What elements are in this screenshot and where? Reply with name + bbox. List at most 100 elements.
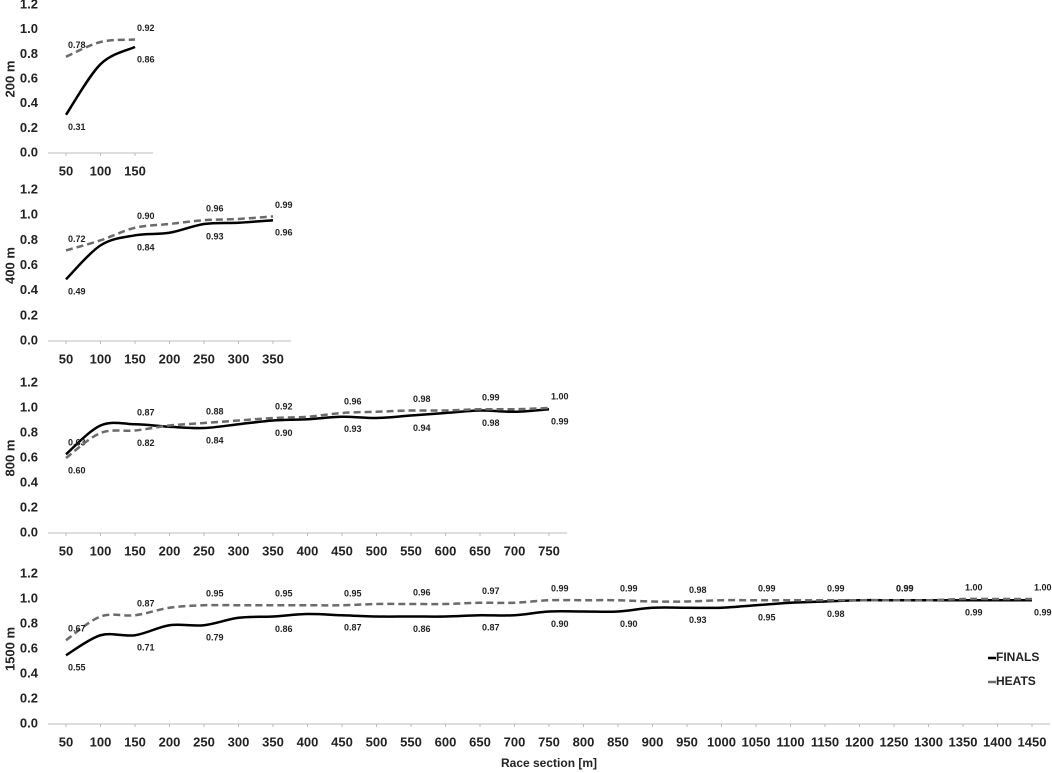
x-tick-label: 700 (504, 734, 526, 749)
legend-label: FINALS (996, 650, 1039, 664)
value-label: 0.99 (758, 584, 776, 594)
x-tick-label: 200 (159, 543, 181, 558)
value-label: 0.96 (344, 396, 362, 406)
x-tick-label: 550 (400, 543, 422, 558)
value-label: 0.98 (413, 394, 431, 404)
x-tick-label: 400 (297, 734, 319, 749)
value-label: 0.99 (551, 417, 569, 427)
y-tick-label: 0.0 (20, 715, 38, 730)
x-tick-label: 250 (193, 734, 215, 749)
value-label: 1.00 (551, 391, 569, 401)
x-tick-label: 1100 (776, 734, 804, 749)
x-tick-label: 900 (642, 734, 664, 749)
x-tick-label: 650 (469, 734, 491, 749)
y-tick-label: 0.8 (20, 232, 38, 247)
value-label: 0.99 (1034, 608, 1052, 618)
x-tick-label: 350 (262, 351, 284, 366)
y-tick-label: 1.0 (20, 207, 38, 222)
value-label: 0.99 (827, 584, 845, 594)
value-label: 0.72 (68, 234, 86, 244)
value-label: 0.99 (620, 584, 638, 594)
value-label: 0.95 (206, 589, 224, 599)
y-tick-label: 1.2 (20, 181, 38, 196)
value-label: 0.78 (68, 40, 86, 50)
y-tick-label: 1.0 (20, 590, 38, 605)
x-tick-label: 1050 (742, 734, 771, 749)
x-tick-label: 600 (435, 734, 457, 749)
value-label: 0.71 (137, 643, 155, 653)
y-tick-label: 0.6 (20, 640, 38, 655)
y-tick-label: 0.4 (20, 474, 39, 489)
value-label: 0.84 (137, 243, 155, 253)
value-label: 0.99 (896, 584, 914, 594)
y-tick-label: 0.4 (20, 95, 39, 110)
x-tick-label: 350 (262, 734, 284, 749)
value-label: 0.99 (482, 393, 500, 403)
series-line (64, 45, 136, 116)
value-label: 0.96 (206, 204, 224, 214)
y-tick-label: 0.0 (20, 332, 38, 347)
value-label: 1.00 (1034, 582, 1052, 592)
x-tick-label: 50 (59, 543, 73, 558)
value-label: 0.90 (275, 428, 293, 438)
value-label: 0.92 (275, 401, 293, 411)
x-tick-label: 1150 (811, 734, 839, 749)
x-tick-label: 150 (124, 163, 146, 178)
value-label: 0.31 (68, 122, 86, 132)
series-line (65, 597, 1032, 642)
value-label: 0.98 (689, 585, 707, 595)
value-label: 0.60 (68, 465, 86, 475)
x-tick-label: 100 (90, 543, 112, 558)
value-label: 0.86 (275, 624, 293, 634)
x-tick-label: 800 (573, 734, 595, 749)
value-label: 0.95 (344, 589, 362, 599)
value-label: 0.63 (68, 438, 86, 448)
value-label: 0.93 (206, 231, 224, 241)
y-tick-label: 1.2 (20, 374, 38, 389)
x-tick-label: 50 (59, 351, 73, 366)
legend-label: HEATS (996, 674, 1036, 688)
series-line (65, 38, 136, 58)
value-label: 0.87 (482, 623, 500, 633)
y-tick-label: 1.0 (20, 21, 38, 36)
x-tick-label: 300 (228, 734, 250, 749)
value-label: 0.88 (206, 406, 224, 416)
x-tick-label: 750 (538, 734, 560, 749)
value-label: 0.93 (689, 615, 707, 625)
value-label: 0.87 (137, 599, 155, 609)
x-tick-label: 1350 (949, 734, 978, 749)
y-tick-label: 0.0 (20, 144, 38, 159)
x-tick-label: 300 (228, 351, 250, 366)
series-line (65, 598, 1032, 657)
x-tick-label: 1000 (707, 734, 736, 749)
x-tick-label: 750 (538, 543, 560, 558)
y-tick-label: 0.2 (20, 690, 38, 705)
x-tick-label: 400 (297, 543, 319, 558)
value-label: 0.90 (137, 211, 155, 221)
x-tick-label: 50 (59, 163, 73, 178)
value-label: 0.86 (137, 54, 155, 64)
x-tick-label: 500 (366, 543, 388, 558)
value-label: 0.90 (551, 619, 569, 629)
x-tick-label: 1300 (914, 734, 943, 749)
x-tick-label: 200 (159, 351, 181, 366)
x-tick-label: 550 (400, 734, 422, 749)
x-tick-label: 100 (90, 163, 112, 178)
value-label: 0.95 (275, 589, 293, 599)
value-label: 0.92 (137, 23, 155, 33)
y-tick-label: 0.8 (20, 46, 38, 61)
value-label: 0.97 (482, 586, 500, 596)
y-tick-label: 0.4 (20, 282, 39, 297)
series-line (65, 406, 550, 460)
y-tick-label: 0.6 (20, 70, 38, 85)
series-line (65, 218, 274, 281)
x-tick-label: 100 (90, 351, 112, 366)
y-tick-label: 0.2 (20, 120, 38, 135)
value-label: 0.55 (68, 663, 86, 673)
y-tick-label: 1.0 (20, 399, 38, 414)
y-tick-label: 0.8 (20, 615, 38, 630)
value-label: 0.96 (413, 587, 431, 597)
value-label: 0.99 (965, 608, 983, 618)
y-axis-label: 400 m (2, 247, 17, 284)
y-tick-label: 1.2 (20, 0, 38, 11)
